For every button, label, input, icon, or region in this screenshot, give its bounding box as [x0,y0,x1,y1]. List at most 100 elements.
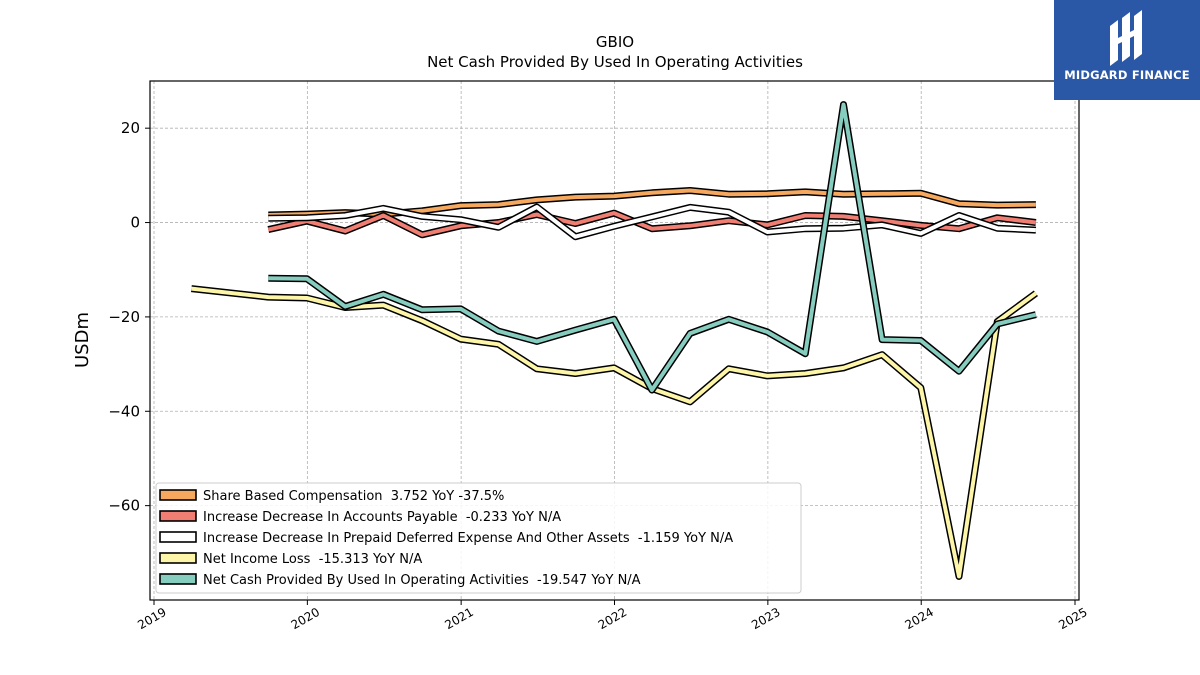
data-point [1034,203,1038,207]
legend-item: Net Cash Provided By Used In Operating A… [159,573,641,588]
chart-subtitle: Net Cash Provided By Used In Operating A… [427,53,803,71]
series-line [268,205,1036,239]
data-point [842,214,846,218]
data-point [459,218,463,222]
data-point [880,353,884,357]
data-point [573,372,577,376]
data-point [266,216,270,220]
data-point [612,224,616,228]
data-point [765,330,769,334]
data-point [266,295,270,299]
data-point [957,202,961,206]
data-point [343,214,347,218]
data-point [420,209,424,213]
data-point [842,192,846,196]
data-point [459,224,463,228]
data-point [957,574,961,578]
chart-title: GBIO [596,33,634,51]
data-point [189,287,193,291]
data-point [459,337,463,341]
data-point [803,214,807,218]
data-point [919,386,923,390]
data-point [305,216,309,220]
brand-logo-text: MIDGARD FINANCE [1064,68,1190,82]
data-point [727,219,731,223]
data-point [343,229,347,233]
data-point [612,366,616,370]
data-point [765,230,769,234]
data-point [420,233,424,237]
data-point [765,223,769,227]
data-point [535,213,539,217]
data-point [650,191,654,195]
data-point [995,322,999,326]
data-point [995,203,999,207]
data-point [612,194,616,198]
legend: Share Based Compensation 3.752 YoY -37.5… [155,482,802,594]
y-tick-label: −60 [108,497,140,515]
legend-swatch [159,552,197,564]
data-point [650,388,654,392]
legend-swatch [159,573,197,585]
data-point [305,277,309,281]
data-point [880,338,884,342]
data-point [803,352,807,356]
data-point [803,190,807,194]
legend-item: Increase Decrease In Accounts Payable -0… [159,510,561,525]
y-axis-label: USDm [72,312,93,368]
data-point [497,342,501,346]
data-point [842,366,846,370]
legend-swatch [159,531,197,543]
y-tick-label: −40 [108,402,140,420]
data-point [727,210,731,214]
data-point [688,224,692,228]
data-point [497,225,501,229]
data-point [957,227,961,231]
series-net-cash-provided-by-used-in-operating-activities [268,101,1038,394]
data-point [957,214,961,218]
data-point [420,308,424,312]
data-point [688,205,692,209]
data-point [957,369,961,373]
data-point [573,235,577,239]
data-point [573,222,577,226]
data-point [842,103,846,107]
series-line [267,211,1037,237]
data-point [919,191,923,195]
data-point [1034,313,1038,317]
data-point [535,367,539,371]
data-point [650,227,654,231]
data-point [535,339,539,343]
data-point [535,198,539,202]
data-point [420,214,424,218]
legend-label: Increase Decrease In Accounts Payable -0… [203,510,561,525]
data-point [995,216,999,220]
legend-frame [155,482,802,594]
data-point [727,367,731,371]
series-line [191,286,1038,579]
data-point [880,192,884,196]
data-point [1034,228,1038,232]
legend-label: Share Based Compensation 3.752 YoY -37.5… [203,489,504,504]
brand-logo: MIDGARD FINANCE [1054,0,1200,100]
data-point [1034,291,1038,295]
data-point [880,223,884,227]
data-point [573,328,577,332]
y-tick-label: 0 [130,214,140,232]
series-increase-decrease-in-accounts-payable [267,209,1037,239]
data-point [459,204,463,208]
data-point [803,227,807,231]
data-point [650,215,654,219]
data-point [381,292,385,296]
data-point [995,226,999,230]
data-point [727,192,731,196]
legend-swatch [159,510,197,522]
legend-label: Net Cash Provided By Used In Operating A… [203,573,641,588]
data-point [688,189,692,193]
data-point [612,211,616,215]
data-point [305,296,309,300]
legend-item: Net Income Loss -15.313 YoY N/A [159,552,422,567]
data-point [727,317,731,321]
legend-swatch [159,489,197,501]
